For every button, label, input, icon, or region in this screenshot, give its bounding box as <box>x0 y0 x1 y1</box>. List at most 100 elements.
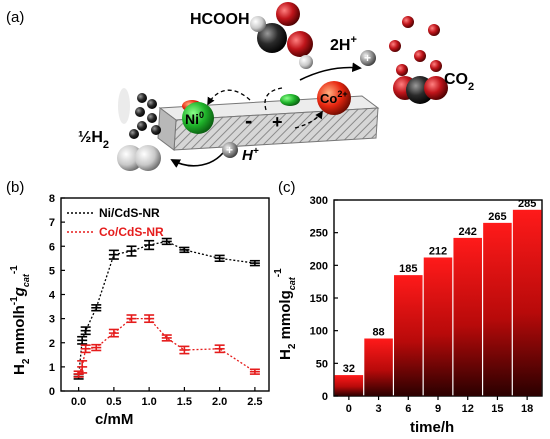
b-ytick-label: 5 <box>49 265 55 277</box>
legend-co: Co/CdS-NR <box>99 225 164 239</box>
c-bar <box>512 209 542 396</box>
b-point-0 <box>144 239 155 251</box>
c-ytick-label: 300 <box>310 195 328 207</box>
c-xtick-label: 9 <box>435 403 441 415</box>
b-xtick-label: 2.5 <box>247 396 262 408</box>
c-xtick-label: 12 <box>462 403 474 415</box>
ni-label: Ni0 <box>185 110 204 127</box>
b-ytick-label: 3 <box>49 314 55 326</box>
c-xlabel: time/h <box>410 419 454 436</box>
electron-arrow-ni <box>207 89 251 106</box>
proton-icon <box>360 50 376 66</box>
c-xtick-label: 18 <box>521 403 533 415</box>
electron-path <box>264 87 283 111</box>
c-ytick-label: 250 <box>310 228 328 240</box>
c-ytick-label: 150 <box>310 293 328 305</box>
two-h-plus-label: 2H+ <box>330 34 357 54</box>
b-point-0 <box>214 254 225 263</box>
c-ylabel: H2 mmolgcat-1 <box>273 268 298 360</box>
b-xtick-label: 2.0 <box>212 396 227 408</box>
panel-a-label: (a) <box>6 9 24 26</box>
c-xtick-label: 3 <box>376 403 382 415</box>
b-xtick-label: 0.0 <box>71 396 86 408</box>
legend-ni: Ni/CdS-NR <box>99 206 160 220</box>
b-ytick-label: 7 <box>49 217 55 229</box>
half-h2-label: ½H2 <box>78 129 109 151</box>
c-bar-value: 242 <box>459 226 477 238</box>
b-xtick-label: 0.5 <box>106 396 121 408</box>
co-label: Co2+ <box>320 89 348 106</box>
b-xtick-label: 1.0 <box>141 396 156 408</box>
panel-b-chart: (b) 0 1 2 3 4 5 6 7 8 0.0 0.5 1.0 1.5 2.0 2.5 c/mM H2… <box>6 179 270 428</box>
b-point-1 <box>161 334 172 342</box>
b-series-line-1 <box>78 317 256 375</box>
b-point-0 <box>161 237 172 246</box>
c-bar <box>364 338 393 396</box>
panel-c-label: (c) <box>278 179 296 196</box>
b-xlabel: c/mM <box>95 411 133 428</box>
proton-icon-lower <box>222 142 238 158</box>
b-point-1 <box>144 314 155 324</box>
c-xtick-label: 15 <box>491 403 503 415</box>
hcooh-label: HCOOH <box>190 11 250 28</box>
b-point-0 <box>249 259 260 267</box>
b-point-1 <box>179 345 190 355</box>
charge-plus: + <box>272 112 283 132</box>
h-plus-label: H+ <box>242 146 259 164</box>
h2-molecules <box>117 88 161 171</box>
b-point-0 <box>179 246 190 254</box>
c-ytick-label: 50 <box>316 358 328 370</box>
panel-b-label: (b) <box>6 179 24 196</box>
c-bar-value: 185 <box>399 263 417 275</box>
b-ytick-label: 1 <box>49 362 55 374</box>
svg-text:+: + <box>226 143 233 157</box>
b-ytick-label: 2 <box>49 338 55 350</box>
b-point-0 <box>126 245 137 257</box>
svg-text:+: + <box>364 51 371 65</box>
b-point-1 <box>77 360 88 374</box>
c-bar-value: 285 <box>518 198 536 210</box>
co-sphere <box>317 81 351 115</box>
c-ytick-label: 100 <box>310 326 328 338</box>
b-point-0 <box>77 335 88 345</box>
c-bar-value: 32 <box>343 363 355 375</box>
b-point-1 <box>214 344 225 354</box>
b-ytick-label: 4 <box>49 290 56 302</box>
c-ytick-label: 0 <box>322 391 328 403</box>
hcooh-molecule <box>250 2 313 69</box>
charge-minus: - <box>245 108 252 133</box>
c-bar-value: 265 <box>488 211 506 223</box>
oxidation-arrow <box>299 62 362 81</box>
b-ytick-label: 6 <box>49 241 55 253</box>
c-ytick-label: 200 <box>310 260 328 272</box>
b-point-0 <box>91 304 102 312</box>
c-bar-value: 88 <box>372 327 384 339</box>
b-xtick-label: 1.5 <box>177 396 192 408</box>
c-xtick-label: 0 <box>346 403 352 415</box>
b-point-0 <box>108 249 119 260</box>
b-ytick-label: 0 <box>49 386 55 398</box>
panel-a-scheme: (a) HCOOH 2H+ + CO2 <box>6 2 474 171</box>
b-series-line-0 <box>77 240 255 377</box>
c-xtick-label: 6 <box>405 403 411 415</box>
c-bar <box>423 257 453 396</box>
ni-sphere <box>182 102 214 134</box>
plot-area-b <box>60 197 270 392</box>
c-bar <box>394 275 423 396</box>
c-bar <box>334 375 364 396</box>
b-point-0 <box>80 326 91 336</box>
co2-label: CO2 <box>444 71 474 93</box>
c-bar <box>483 222 512 396</box>
b-point-1 <box>126 314 137 324</box>
c-bar <box>453 237 482 396</box>
b-point-1 <box>249 368 260 375</box>
c-bar-value: 212 <box>429 245 447 257</box>
co2-molecules <box>389 16 448 104</box>
b-ytick-label: 8 <box>49 193 55 205</box>
b-ylabel: H2 mmolh-1gcat-1 <box>9 265 32 375</box>
b-point-1 <box>80 344 91 354</box>
electron-arrow-co <box>294 110 323 129</box>
b-point-1 <box>108 328 119 338</box>
